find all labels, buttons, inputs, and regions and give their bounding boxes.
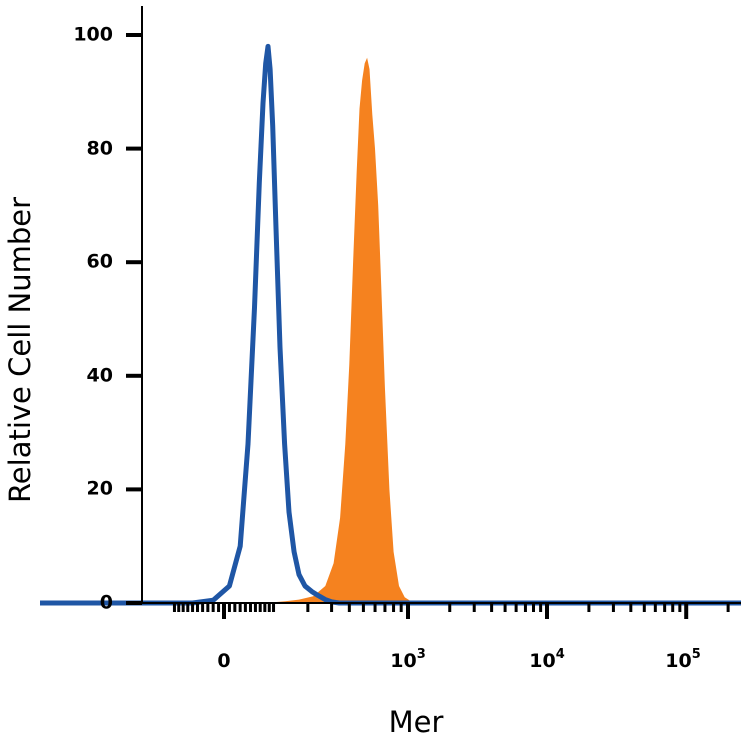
series-outline-histogram (40, 43, 741, 606)
x-tick-labels: 0 103 104 105 (217, 647, 700, 672)
y-axis-title: Relative Cell Number (3, 197, 37, 503)
y-tick-label-20: 20 (87, 478, 113, 500)
plot-series (40, 43, 741, 606)
x-tick-label-10e4: 104 (529, 647, 565, 672)
x-axis-title: Mer (389, 705, 444, 739)
y-tick-labels: 0 20 40 60 80 100 (73, 24, 113, 614)
y-tick-label-40: 40 (87, 365, 113, 387)
y-tick-label-0: 0 (100, 592, 113, 614)
x-axis-ticks (172, 603, 730, 619)
y-tick-label-100: 100 (73, 24, 113, 46)
series-filled-histogram (142, 57, 741, 603)
x-tick-label-0: 0 (217, 650, 230, 672)
x-tick-label-10e5: 105 (665, 647, 701, 672)
y-axis-ticks (126, 33, 142, 605)
y-tick-label-60: 60 (87, 251, 113, 273)
x-tick-label-10e3: 103 (390, 647, 426, 672)
y-tick-label-80: 80 (87, 138, 113, 160)
